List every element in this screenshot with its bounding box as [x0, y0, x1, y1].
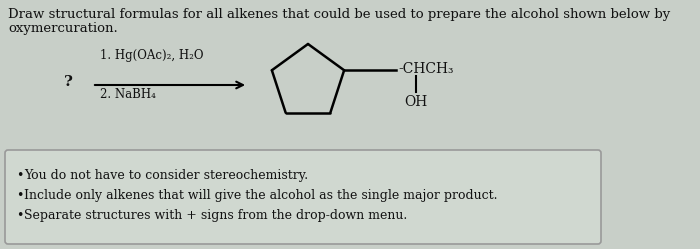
Text: •: •	[16, 169, 23, 182]
FancyBboxPatch shape	[5, 150, 601, 244]
Text: You do not have to consider stereochemistry.: You do not have to consider stereochemis…	[24, 169, 308, 182]
Text: •: •	[16, 189, 23, 202]
Text: Draw structural formulas for all alkenes that could be used to prepare the alcoh: Draw structural formulas for all alkenes…	[8, 8, 671, 21]
Text: Separate structures with + signs from the drop-down menu.: Separate structures with + signs from th…	[24, 209, 407, 222]
Text: OH: OH	[405, 95, 428, 109]
Text: Include only alkenes that will give the alcohol as the single major product.: Include only alkenes that will give the …	[24, 189, 498, 202]
Text: ?: ?	[64, 75, 72, 89]
Text: •: •	[16, 209, 23, 222]
Text: oxymercuration.: oxymercuration.	[8, 22, 118, 35]
Text: 2. NaBH₄: 2. NaBH₄	[100, 88, 156, 101]
Text: 1. Hg(OAc)₂, H₂O: 1. Hg(OAc)₂, H₂O	[100, 49, 204, 62]
Text: -CHCH₃: -CHCH₃	[398, 62, 454, 76]
